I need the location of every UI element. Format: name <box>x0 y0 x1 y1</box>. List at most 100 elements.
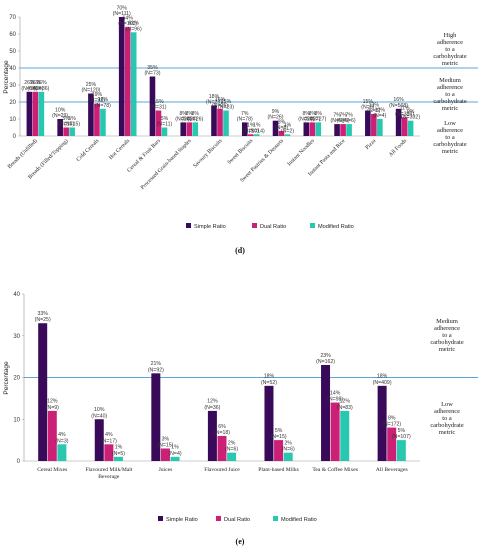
adherence-zone-label: Medium <box>439 77 461 84</box>
adherence-zone-label: to a <box>445 134 455 141</box>
y-tick-label: 0 <box>13 134 17 140</box>
data-label-percent: 7% <box>333 113 341 119</box>
bar-simple <box>395 108 402 136</box>
y-axis-label: Percentage <box>3 60 10 94</box>
data-label-count: (N=40) <box>91 413 107 419</box>
y-tick-label: 70 <box>9 15 16 21</box>
data-label-percent: 8% <box>309 111 317 117</box>
bar-dual <box>104 444 114 461</box>
data-label-count: (N=78) <box>237 116 253 122</box>
data-label-count: (N=568) <box>389 103 408 109</box>
adherence-zone-label: High <box>444 32 458 39</box>
y-tick-label: 30 <box>13 334 20 340</box>
data-label-percent: 23% <box>320 353 331 359</box>
data-label-percent: 26% <box>36 80 47 86</box>
category-label: All Beverages <box>376 467 408 473</box>
category-label: Flavoured Juice <box>204 467 240 473</box>
category-label: Plant-based Milks <box>258 467 299 473</box>
category-label: Pizza <box>364 138 377 151</box>
data-label-count: (N=25) <box>35 317 51 323</box>
adherence-zone-label: adherence <box>434 408 460 415</box>
bar-simple <box>180 122 187 136</box>
y-tick-label: 20 <box>9 100 16 106</box>
bar-simple <box>365 110 371 136</box>
bar-simple <box>241 122 248 136</box>
adherence-zone-label: adherence <box>437 39 463 46</box>
panel-label: (e) <box>236 537 245 546</box>
category-label: Processed Grain-based Staples <box>140 138 193 191</box>
bar-simple <box>334 124 340 136</box>
data-label-percent: 16% <box>98 97 109 103</box>
bar-modified <box>170 456 180 461</box>
adherence-zone-label: metric <box>442 105 458 112</box>
category-label: Hot Cereals <box>108 138 131 161</box>
bar-modified <box>38 91 45 136</box>
category-label: Cereal & Fruit Bars <box>126 138 162 174</box>
data-label-percent: 7% <box>241 111 249 117</box>
data-label-percent: 7% <box>339 113 347 119</box>
bar-modified <box>283 452 293 461</box>
bar-modified <box>284 134 291 136</box>
data-label-count: (N=172) <box>382 422 401 428</box>
bar-dual <box>247 134 254 136</box>
legend-label-modified: Modified Ratio <box>318 224 354 230</box>
data-label-count: (N=107) <box>392 434 411 440</box>
data-label-percent: 26% <box>30 80 41 86</box>
y-tick-label: 10 <box>9 117 16 123</box>
data-label-percent: 5% <box>62 116 70 122</box>
data-label-percent: 5% <box>161 116 169 122</box>
data-label-percent: 8% <box>303 111 311 117</box>
data-label-percent: 18% <box>377 374 388 380</box>
bar-simple <box>57 119 63 136</box>
legend-label-dual: Dual Ratio <box>260 224 286 230</box>
legend-swatch-modified <box>273 516 278 521</box>
bar-simple <box>321 364 331 461</box>
chart-panel-e: 010203040Percentage33%(N=25)12%(N=9)4%(N… <box>3 292 478 546</box>
data-label-count: (N=15) <box>58 122 74 128</box>
data-label-count: (N=83) <box>337 405 353 411</box>
legend-label-modified: Modified Ratio <box>281 517 317 523</box>
bar-dual <box>309 122 316 136</box>
adherence-zone-label: carbohydrate <box>433 141 467 148</box>
data-label-percent: 10% <box>375 107 386 113</box>
data-label-count: (N=6) <box>282 447 295 453</box>
data-label-count: (N=162) <box>316 359 335 365</box>
data-label-count: (N=36) <box>21 86 37 92</box>
data-label-percent: 19% <box>92 92 103 98</box>
bar-modified <box>161 127 168 136</box>
category-label: Breads (Unfilled) <box>6 137 39 170</box>
y-tick-label: 10 <box>13 417 20 423</box>
data-label-percent: 5% <box>68 116 76 122</box>
adherence-zone-label: to a <box>442 415 452 422</box>
data-label-percent: 15% <box>153 99 164 105</box>
bar-modified <box>223 110 229 136</box>
bar-dual <box>124 27 131 137</box>
legend-swatch-modified <box>310 223 315 228</box>
bar-dual <box>401 117 408 136</box>
adherence-zone-label: carbohydrate <box>430 339 464 346</box>
y-axis-label: Percentage <box>3 361 10 395</box>
data-label-count: (N=6) <box>337 118 350 124</box>
bar-dual <box>371 113 377 136</box>
data-label-percent: 61% <box>128 21 139 27</box>
data-label-count: (N=92) <box>148 367 164 373</box>
panel-label: (d) <box>235 246 245 255</box>
data-label-percent: 7% <box>345 113 353 119</box>
y-tick-label: 20 <box>13 376 20 382</box>
data-label-count: (N=78) <box>95 103 111 109</box>
adherence-zone-label: carbohydrate <box>433 98 467 105</box>
data-label-count: (N=8) <box>275 125 288 131</box>
data-label-percent: 15% <box>363 99 374 105</box>
adherence-zone-label: to a <box>445 46 455 53</box>
data-label-percent: 15% <box>221 99 232 105</box>
data-label-percent: 8% <box>315 111 323 117</box>
bar-modified <box>113 456 123 461</box>
adherence-zone-label: carbohydrate <box>430 422 464 429</box>
data-label-percent: 8% <box>185 111 193 117</box>
adherence-zone-label: adherence <box>434 325 460 332</box>
data-label-percent: 9% <box>272 109 280 115</box>
bar-dual <box>47 410 57 461</box>
data-label-count: (N=2) <box>281 128 294 134</box>
legend-swatch-dual <box>252 223 257 228</box>
